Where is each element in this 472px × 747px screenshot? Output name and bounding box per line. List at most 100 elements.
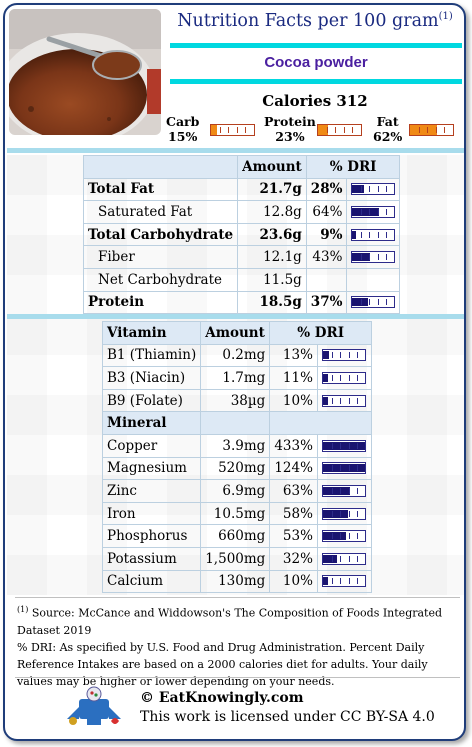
nutrient-name: Saturated Fat: [82, 200, 239, 224]
mineral-header: Mineral: [101, 411, 202, 435]
dri-bar-tick: [340, 578, 342, 585]
macro-fat: Fat 62%: [373, 114, 403, 144]
dri-bar: [322, 507, 367, 520]
nutrient-row: Saturated Fat 12.8g 64%: [82, 200, 401, 224]
vitamin-header-dri: % DRI: [269, 321, 372, 345]
vitamin-row-name: B9 (Folate): [101, 388, 202, 413]
dri-bar-fill: [352, 298, 368, 307]
dri-bar: [351, 296, 396, 309]
nutrients-header-dri: % DRI: [305, 155, 401, 179]
vitamin-row-amount: 38µg: [200, 388, 271, 413]
mineral-row: Iron 10.5mg 58%: [101, 501, 373, 526]
nutrient-row: Total Fat 21.7g 28%: [82, 177, 401, 202]
dri-bar-tick: [386, 231, 388, 238]
vitamins-minerals-table: Vitamin Amount % DRI B1 (Thiamin) 0.2mg 13…: [101, 321, 373, 594]
mineral-row-name: Calcium: [101, 569, 202, 594]
vitamin-row: B9 (Folate) 38µg 10%: [101, 388, 373, 413]
mineral-row-name: Copper: [101, 433, 202, 458]
dri-bar-tick: [348, 397, 350, 404]
dri-bar: [322, 552, 367, 565]
nutrient-amount: 18.5g: [237, 290, 307, 315]
dri-bar-tick: [340, 442, 342, 449]
dri-bar-tick: [348, 487, 350, 494]
dri-bar-tick: [331, 578, 333, 585]
dri-bar-fill: [352, 230, 357, 239]
nutrient-row: Net Carbohydrate 11.5g: [82, 267, 401, 292]
dri-bar-tick: [331, 397, 333, 404]
dri-bar-tick: [357, 397, 359, 404]
macro-bar-fill: [318, 125, 328, 135]
dri-bar-fill: [323, 441, 366, 450]
dri-bar-tick: [357, 533, 359, 540]
vitamin-row-dri: 11%: [269, 366, 318, 390]
macro-fat-bar: [409, 124, 454, 136]
mineral-row-dri: 32%: [269, 546, 318, 571]
mineral-row-dri: 63%: [269, 479, 318, 503]
section-separator: [7, 148, 464, 153]
dri-bar: [322, 462, 367, 475]
dri-bar-tick: [348, 374, 350, 381]
dri-bar-tick: [357, 442, 359, 449]
dri-bar-tick: [348, 510, 350, 517]
nutrient-dri-bar-cell: [346, 245, 401, 269]
dri-bar-tick: [348, 352, 350, 359]
dri-bar-tick: [377, 208, 379, 215]
dri-bar-tick: [331, 465, 333, 472]
dri-bar-fill: [323, 464, 366, 473]
nutrient-name: Fiber: [82, 245, 239, 269]
nutrient-dri-bar-cell: [346, 267, 401, 292]
mineral-row-dri-bar-cell: [316, 524, 373, 548]
macro-protein-bar: [317, 124, 362, 136]
mineral-row-name: Potassium: [101, 546, 202, 571]
dri-bar-tick: [360, 299, 362, 306]
macro-bar-tick: [352, 127, 354, 133]
dri-bar-tick: [348, 578, 350, 585]
mineral-row-dri-bar-cell: [316, 546, 373, 571]
vitamin-row-amount: 1.7mg: [200, 366, 271, 390]
macro-protein: Protein 23%: [264, 114, 316, 144]
dri-bar-tick: [348, 465, 350, 472]
dri-bar-tick: [348, 555, 350, 562]
dri-bar-fill: [323, 577, 328, 586]
dri-bar-tick: [377, 231, 379, 238]
dri-bar: [351, 228, 396, 241]
mineral-row-dri: 53%: [269, 524, 318, 548]
nutrient-dri-bar-cell: [346, 200, 401, 224]
dri-bar: [322, 394, 367, 407]
macro-bar-tick: [245, 127, 247, 133]
mineral-row-dri-bar-cell: [316, 456, 373, 481]
mineral-row-amount: 660mg: [200, 524, 271, 548]
dri-bar-tick: [340, 397, 342, 404]
dri-bar-tick: [369, 231, 371, 238]
footer-separator: [15, 677, 460, 678]
page-title: Nutrition Facts per 100 gram(1): [177, 11, 453, 31]
dri-bar-tick: [348, 533, 350, 540]
dri-bar-tick: [357, 465, 359, 472]
footnote-separator: [15, 597, 460, 598]
dri-bar-tick: [357, 374, 359, 381]
dri-bar-tick: [331, 487, 333, 494]
dri-bar-tick: [369, 186, 371, 193]
dri-bar-tick: [357, 487, 359, 494]
dri-bar-tick: [369, 254, 371, 261]
dri-bar-tick: [386, 254, 388, 261]
dri-bar-tick: [386, 208, 388, 215]
dri-bar-tick: [331, 533, 333, 540]
vitamin-row-name: B3 (Niacin): [101, 366, 202, 390]
mineral-row-amount: 6.9mg: [200, 479, 271, 503]
dri-bar: [322, 439, 367, 452]
nutrient-dri: 43%: [305, 245, 348, 269]
footnote-dri: % DRI: As specified by U.S. Food and Dru…: [17, 640, 428, 688]
dri-bar-fill: [323, 554, 337, 563]
macro-bar-tick: [444, 127, 446, 133]
mineral-row-amount: 10.5mg: [200, 501, 271, 526]
mineral-row-dri-bar-cell: [316, 433, 373, 458]
dri-bar-fill: [323, 509, 348, 518]
nutrient-dri-bar-cell: [346, 177, 401, 202]
footnote-source: (1) Source: McCance and Widdowson's The …: [17, 605, 443, 637]
nutrient-dri: 28%: [305, 177, 348, 202]
mineral-header-blank-2: [269, 411, 372, 435]
nutrient-row: Fiber 12.1g 43%: [82, 245, 401, 269]
vitamin-row-dri: 10%: [269, 388, 318, 413]
vitamin-row-dri-bar-cell: [316, 388, 373, 413]
